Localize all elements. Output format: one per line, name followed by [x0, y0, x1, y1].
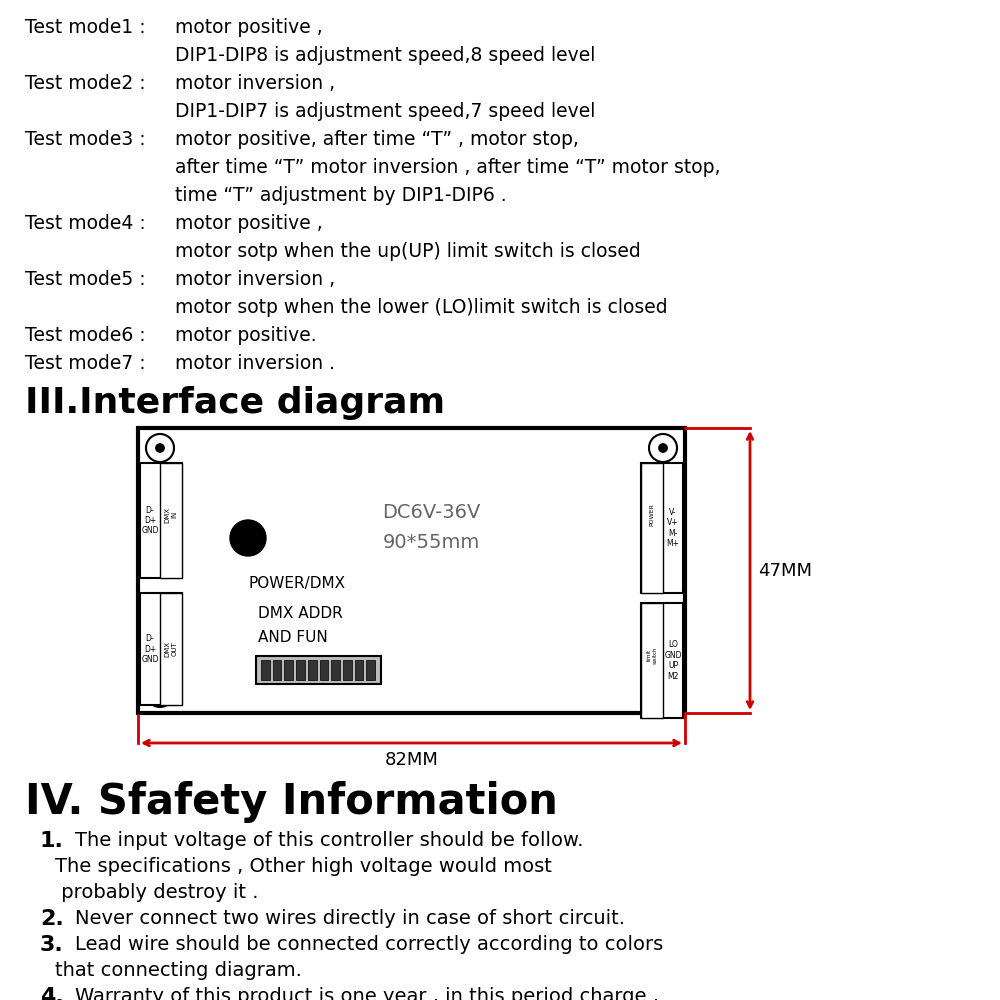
Bar — [355, 660, 363, 680]
Bar — [641, 603, 663, 718]
Text: 3.: 3. — [40, 935, 64, 955]
Text: that connecting diagram.: that connecting diagram. — [55, 961, 302, 980]
Text: Warranty of this product is one year , in this period charge ,: Warranty of this product is one year , i… — [75, 987, 659, 1000]
Text: V-
V+
M-
M+: V- V+ M- M+ — [666, 508, 680, 548]
Text: motor inversion ,: motor inversion , — [175, 74, 335, 93]
Text: DC6V-36V: DC6V-36V — [382, 503, 481, 522]
Text: 82MM: 82MM — [385, 751, 438, 769]
Circle shape — [155, 443, 165, 453]
Text: Test mode3 :: Test mode3 : — [25, 130, 146, 149]
Circle shape — [658, 443, 668, 453]
Text: motor sotp when the lower (LO)limit switch is closed: motor sotp when the lower (LO)limit swit… — [175, 298, 668, 317]
Text: limit
switch: limit switch — [647, 646, 657, 664]
Text: motor positive, after time “T” , motor stop,: motor positive, after time “T” , motor s… — [175, 130, 579, 149]
Text: LO
GND
UP
M2: LO GND UP M2 — [664, 640, 682, 681]
Text: DMX
IN: DMX IN — [164, 507, 178, 523]
Bar — [138, 428, 685, 713]
Text: 90*55mm: 90*55mm — [383, 533, 480, 552]
Bar — [284, 660, 293, 680]
Circle shape — [230, 520, 266, 556]
Circle shape — [658, 688, 668, 698]
Text: motor sotp when the up(UP) limit switch is closed: motor sotp when the up(UP) limit switch … — [175, 242, 641, 261]
Text: motor inversion .: motor inversion . — [175, 354, 335, 373]
Bar — [343, 660, 352, 680]
Text: POWER/DMX: POWER/DMX — [248, 576, 345, 591]
Text: 4.: 4. — [40, 987, 64, 1000]
Text: Test mode6 :: Test mode6 : — [25, 326, 146, 345]
Bar — [160, 463, 182, 578]
Text: motor positive ,: motor positive , — [175, 214, 323, 233]
Bar — [320, 660, 328, 680]
Bar — [366, 660, 375, 680]
Bar — [160, 593, 182, 705]
Text: POWER: POWER — [650, 504, 654, 526]
Text: Lead wire should be connected correctly according to colors: Lead wire should be connected correctly … — [75, 935, 663, 954]
Text: D-
D+
GND: D- D+ GND — [141, 634, 159, 664]
Bar — [641, 603, 683, 718]
Bar — [261, 660, 270, 680]
Bar — [140, 463, 182, 578]
Bar — [641, 463, 663, 593]
Circle shape — [155, 688, 165, 698]
Text: Test mode5 :: Test mode5 : — [25, 270, 146, 289]
Text: The specifications , Other high voltage would most: The specifications , Other high voltage … — [55, 857, 552, 876]
Text: DIP1-DIP7 is adjustment speed,7 speed level: DIP1-DIP7 is adjustment speed,7 speed le… — [175, 102, 595, 121]
Text: motor positive.: motor positive. — [175, 326, 317, 345]
Text: DIP1-DIP8 is adjustment speed,8 speed level: DIP1-DIP8 is adjustment speed,8 speed le… — [175, 46, 595, 65]
Text: time “T” adjustment by DIP1-DIP6 .: time “T” adjustment by DIP1-DIP6 . — [175, 186, 507, 205]
Bar — [331, 660, 340, 680]
Bar — [140, 593, 182, 705]
Text: 2.: 2. — [40, 909, 64, 929]
Text: Test mode7 :: Test mode7 : — [25, 354, 146, 373]
Text: Test mode2 :: Test mode2 : — [25, 74, 146, 93]
Text: DMX ADDR: DMX ADDR — [258, 606, 343, 621]
Text: 47MM: 47MM — [758, 562, 812, 580]
Text: Test mode4 :: Test mode4 : — [25, 214, 146, 233]
Text: after time “T” motor inversion , after time “T” motor stop,: after time “T” motor inversion , after t… — [175, 158, 720, 177]
Text: The input voltage of this controller should be follow.: The input voltage of this controller sho… — [75, 831, 584, 850]
Text: III.Interface diagram: III.Interface diagram — [25, 386, 445, 420]
Bar — [256, 656, 381, 684]
Bar — [308, 660, 316, 680]
Text: D-
D+
GND: D- D+ GND — [141, 506, 159, 535]
Text: 1.: 1. — [40, 831, 64, 851]
Text: IV. Sfafety Information: IV. Sfafety Information — [25, 781, 558, 823]
Bar — [273, 660, 281, 680]
Text: Test mode1 :: Test mode1 : — [25, 18, 146, 37]
Text: motor inversion ,: motor inversion , — [175, 270, 335, 289]
Text: DMX
OUT: DMX OUT — [164, 641, 178, 657]
Text: AND FUN: AND FUN — [258, 630, 328, 645]
Text: motor positive ,: motor positive , — [175, 18, 323, 37]
Bar — [296, 660, 305, 680]
Text: probably destroy it .: probably destroy it . — [55, 883, 258, 902]
Text: Never connect two wires directly in case of short circuit.: Never connect two wires directly in case… — [75, 909, 625, 928]
Bar — [641, 463, 683, 593]
